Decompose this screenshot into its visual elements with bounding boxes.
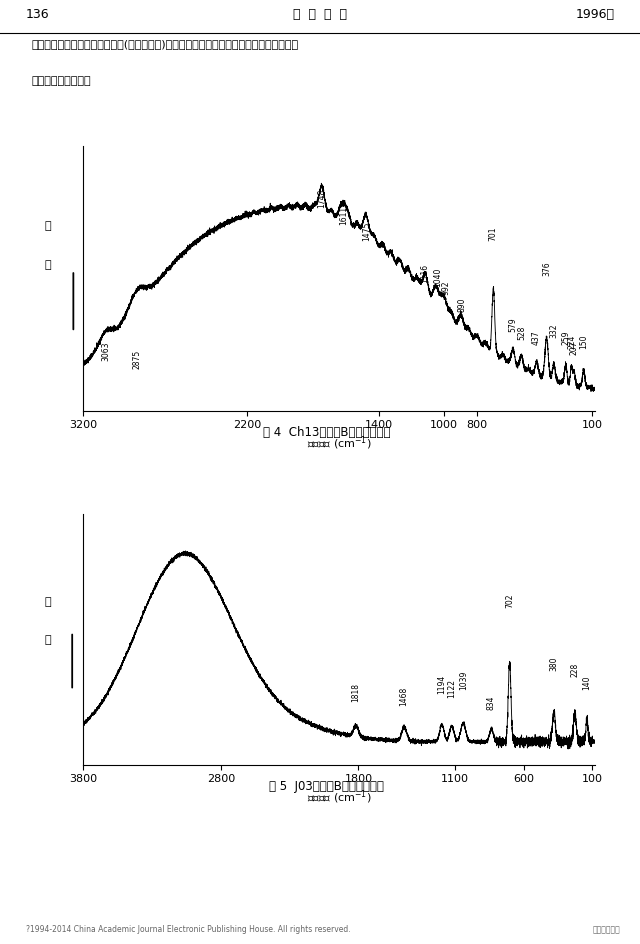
Text: 1475: 1475 (362, 222, 371, 242)
X-axis label: 拉曼位移 (cm$^{-1}$): 拉曼位移 (cm$^{-1}$) (307, 788, 372, 806)
Text: ?1994-2014 China Academic Journal Electronic Publishing House. All rights reserv: ?1994-2014 China Academic Journal Electr… (26, 925, 350, 935)
Text: 380: 380 (549, 656, 559, 671)
Text: 834: 834 (487, 696, 496, 710)
X-axis label: 拉曼位移 (cm$^{-1}$): 拉曼位移 (cm$^{-1}$) (307, 434, 372, 452)
Text: 528: 528 (517, 326, 526, 341)
Text: 度: 度 (44, 634, 51, 645)
Text: 437: 437 (532, 330, 541, 345)
Text: 来上，脱玻化玻璃和钙铝榴石玉(即青海翠玉)等，因为它们又各有自己的特征拉曼光谱，且: 来上，脱玻化玻璃和钙铝榴石玉(即青海翠玉)等，因为它们又各有自己的特征拉曼光谱，… (32, 40, 299, 49)
Text: 701: 701 (489, 227, 498, 242)
Text: 矿  床  地  质: 矿 床 地 质 (293, 8, 347, 21)
Text: 376: 376 (542, 261, 551, 277)
Text: 140: 140 (582, 676, 591, 690)
Text: 150: 150 (579, 334, 588, 348)
Text: 207: 207 (570, 341, 579, 355)
Text: 1039: 1039 (459, 671, 468, 690)
Text: 1194: 1194 (437, 675, 446, 694)
Text: 332: 332 (549, 324, 558, 338)
Text: 228: 228 (570, 663, 579, 677)
Text: 强: 强 (44, 597, 51, 607)
Text: 与翡翠的截然不同。: 与翡翠的截然不同。 (32, 76, 92, 86)
Text: 259: 259 (561, 330, 570, 345)
Text: 1748: 1748 (317, 189, 326, 209)
Text: 992: 992 (441, 280, 450, 295)
Text: 579: 579 (509, 317, 518, 332)
Text: 890: 890 (458, 297, 467, 312)
Text: 1468: 1468 (399, 686, 409, 706)
Text: 1116: 1116 (420, 263, 429, 282)
Text: 珠宝鉴定笔记: 珠宝鉴定笔记 (593, 925, 621, 935)
Text: 1996年: 1996年 (575, 8, 614, 21)
Text: 度: 度 (44, 261, 51, 270)
Text: 1611: 1611 (339, 206, 348, 225)
Text: 702: 702 (505, 594, 514, 608)
Text: 强: 强 (44, 221, 51, 230)
Text: 224: 224 (567, 334, 576, 348)
Text: 136: 136 (26, 8, 49, 21)
Text: 图 4  Ch13号翡翠B货的拉曼光谱: 图 4 Ch13号翡翠B货的拉曼光谱 (262, 426, 390, 439)
Text: 图 5  J03号翡翠B货的拉曼光谱: 图 5 J03号翡翠B货的拉曼光谱 (269, 780, 384, 793)
Text: 3063: 3063 (101, 342, 110, 362)
Text: 1040: 1040 (433, 267, 442, 287)
Text: 2875: 2875 (132, 350, 141, 369)
Text: 1122: 1122 (447, 679, 456, 699)
Text: 1818: 1818 (351, 683, 360, 702)
